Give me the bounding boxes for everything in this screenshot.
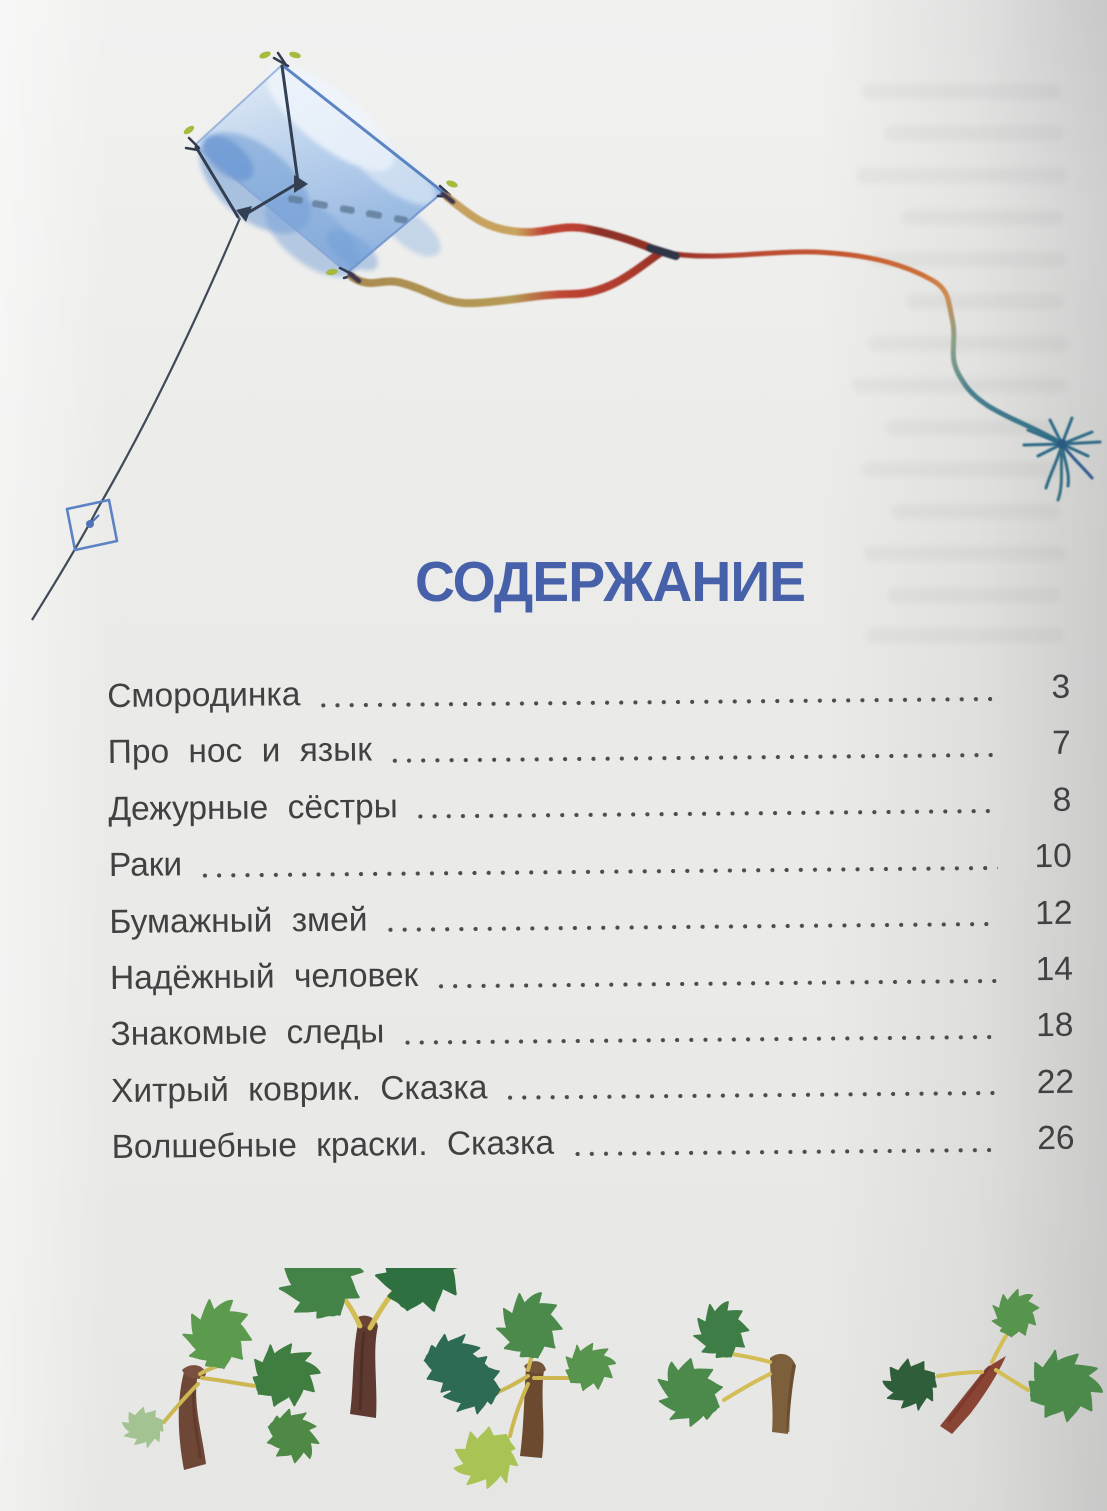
toc-page-number: 14: [1035, 950, 1074, 989]
toc-leader-dots: [400, 1034, 1000, 1046]
kite-bridle-arrow: [294, 175, 308, 193]
toc-row: Знакомые следы 18: [110, 998, 1073, 1064]
kite-tails: [347, 191, 1065, 447]
toc-page-number: 26: [1037, 1119, 1075, 1158]
toc-entry-label: Знакомые следы: [110, 1013, 385, 1054]
currant-sprig: [262, 1268, 492, 1418]
toc-page-number: 18: [1036, 1007, 1074, 1045]
currant-sprig: [116, 1292, 332, 1470]
kite-cloth-gray-dashes: [287, 195, 408, 224]
kite-cloth: [194, 63, 444, 277]
toc-entry-label: Надёжный человек: [109, 956, 419, 997]
currant-sprigs-illustration: [116, 1268, 1107, 1504]
toc-page-number: 3: [1051, 668, 1071, 706]
kite-bridle: [194, 64, 300, 219]
toc-leader-dots: [198, 865, 998, 878]
toc-list: Смородинка 3 Про нос и язык 7 Дежурные с…: [107, 660, 1075, 1177]
toc-page-number: 12: [1034, 894, 1073, 932]
toc-entry-label: Волшебные краски. Сказка: [111, 1124, 555, 1167]
toc-entry-label: Смородинка: [107, 676, 301, 715]
toc-leader-dots: [387, 752, 997, 764]
currant-sprig: [431, 1284, 625, 1504]
kite-illustration: [31, 51, 1102, 643]
toc-leader-dots: [503, 1090, 1001, 1101]
toc-leader-dots: [434, 978, 1000, 989]
toc-row: Хитрый коврик. Сказка 22: [111, 1054, 1074, 1120]
toc-page-number: 7: [1051, 725, 1071, 763]
kite-tassel: [1022, 416, 1102, 502]
currant-sprig: [644, 1293, 796, 1436]
toc-entry-label: Бумажный змей: [109, 901, 368, 941]
toc-row: Бумажный змей 12: [109, 885, 1072, 951]
toc-leader-dots: [570, 1147, 1001, 1157]
toc-row: Раки 10: [109, 829, 1072, 895]
toc-row: Надёжный человек 14: [110, 942, 1073, 1008]
kite-string: [31, 217, 242, 621]
toc-page-number: 8: [1052, 781, 1072, 819]
kite-bridle-arrow: [236, 206, 252, 222]
toc-page-number: 22: [1036, 1063, 1075, 1101]
toc-entry-label: Хитрый коврик. Сказка: [110, 1069, 488, 1110]
currant-sprig: [874, 1285, 1107, 1434]
toc-row: Смородинка 3: [107, 660, 1070, 726]
toc-page-number: 10: [1034, 837, 1073, 876]
page-bleedthrough: [852, 84, 1068, 643]
toc-leader-dots: [316, 696, 997, 708]
toc-entry-label: Раки: [108, 846, 183, 885]
toc-entry-label: Про нос и язык: [107, 731, 373, 772]
toc-leader-dots: [413, 808, 998, 820]
toc-row: Волшебные краски. Сказка 26: [111, 1111, 1074, 1177]
toc-entry-label: Дежурные сёстры: [108, 787, 398, 828]
toc-row: Про нос и язык 7: [108, 716, 1071, 782]
page-title: СОДЕРЖАНИЕ: [414, 550, 806, 614]
toc-row: Дежурные сёстры 8: [108, 773, 1071, 839]
toc-leader-dots: [383, 921, 999, 933]
kite-string-message-square: [65, 498, 119, 552]
